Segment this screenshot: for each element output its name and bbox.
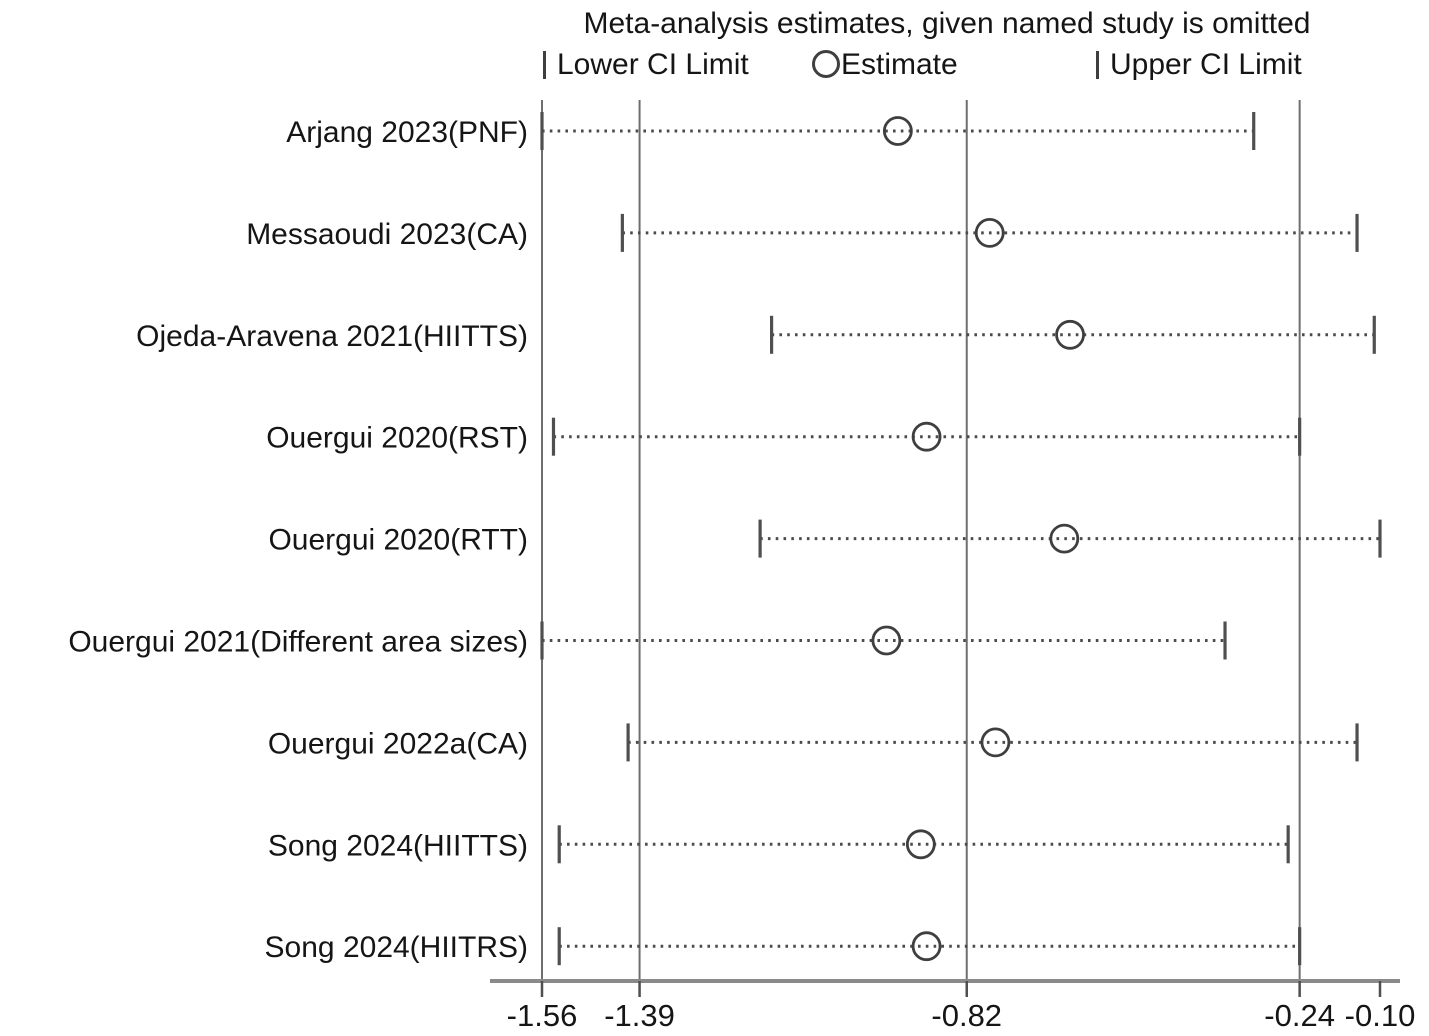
legend-item-estimate: Estimate	[812, 48, 958, 82]
x-axis-tick-label: -1.56	[507, 998, 578, 1033]
estimate-marker	[1055, 319, 1085, 350]
study-row: Song 2024(HIITTS)	[268, 825, 1290, 864]
study-row: Ouergui 2022a(CA)	[268, 723, 1359, 762]
lower-ci-tick-icon	[543, 51, 546, 79]
estimate-marker	[882, 116, 913, 146]
estimate-marker	[980, 727, 1011, 758]
study-label: Ouergui 2020(RST)	[266, 422, 528, 455]
estimate-circle-icon	[812, 50, 840, 78]
study-label: Song 2024(HIITTS)	[268, 829, 528, 862]
x-axis-tick-label: -0.82	[931, 998, 1002, 1033]
legend-item-lower-ci: Lower CI Limit	[543, 48, 749, 82]
estimate-marker	[905, 829, 936, 860]
legend-lower-ci-label: Lower CI Limit	[557, 48, 749, 81]
estimate-marker	[1049, 523, 1080, 554]
study-row: Ojeda-Aravena 2021(HIITTS)	[136, 315, 1376, 354]
x-axis-tick-label: -0.24	[1264, 998, 1335, 1033]
x-axis-tick-label: -0.10	[1345, 998, 1416, 1033]
study-row: Ouergui 2020(RST)	[266, 417, 1302, 456]
legend-item-upper-ci: Upper CI Limit	[1096, 48, 1302, 82]
study-row: Messaoudi 2023(CA)	[246, 213, 1359, 252]
study-row: Ouergui 2020(RTT)	[268, 519, 1382, 558]
study-label: Messaoudi 2023(CA)	[246, 218, 528, 251]
estimate-marker	[871, 625, 902, 656]
estimate-marker	[911, 931, 942, 962]
legend-upper-ci-label: Upper CI Limit	[1110, 48, 1302, 81]
study-label: Song 2024(HIITRS)	[265, 931, 528, 964]
study-row: Song 2024(HIITRS)	[265, 927, 1302, 966]
legend-estimate-label: Estimate	[841, 48, 958, 81]
study-row: Ouergui 2021(Different area sizes)	[68, 621, 1227, 660]
chart-legend: Lower CI Limit Estimate Upper CI Limit	[0, 48, 1429, 84]
study-row: Arjang 2023(PNF)	[286, 112, 1256, 150]
chart-title: Meta-analysis estimates, given named stu…	[583, 7, 1311, 40]
study-label: Ouergui 2020(RTT)	[268, 524, 528, 557]
study-label: Ouergui 2022a(CA)	[268, 727, 528, 760]
study-label: Ouergui 2021(Different area sizes)	[68, 626, 528, 659]
estimate-marker	[974, 217, 1005, 248]
study-label: Arjang 2023(PNF)	[286, 116, 528, 149]
estimate-marker	[911, 421, 942, 452]
x-axis-tick-label: -1.39	[604, 998, 675, 1033]
upper-ci-tick-icon	[1096, 51, 1099, 79]
study-label: Ojeda-Aravena 2021(HIITTS)	[136, 320, 528, 353]
